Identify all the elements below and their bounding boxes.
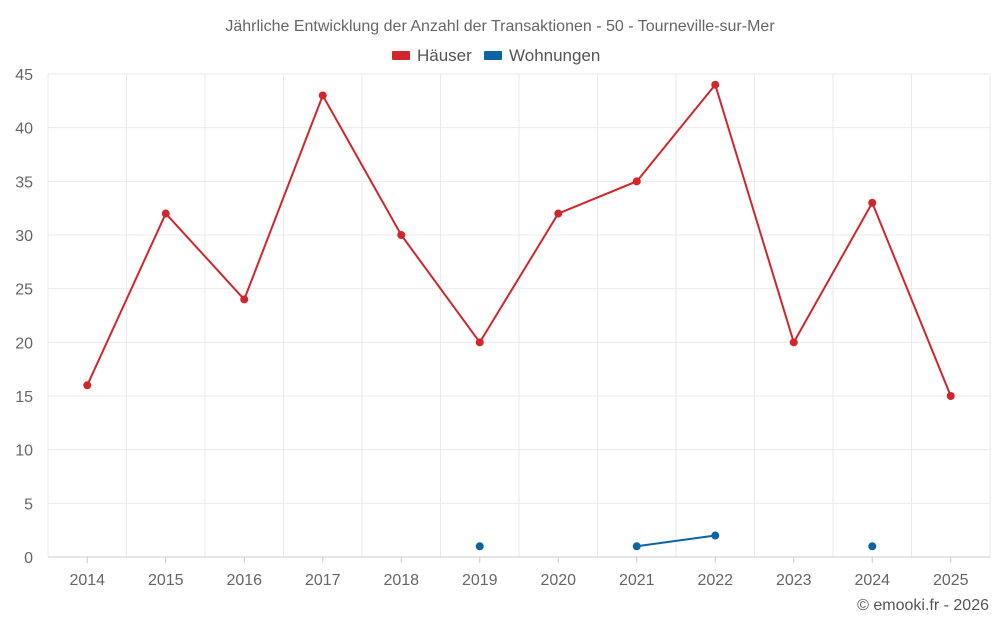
series-line-haeuser bbox=[86, 83, 952, 397]
x-tick-label: 2020 bbox=[540, 572, 576, 589]
x-tick-label: 2023 bbox=[776, 572, 812, 589]
legend-label-wohnungen: Wohnungen bbox=[509, 46, 600, 65]
data-point-haeuser[interactable] bbox=[161, 209, 170, 218]
data-point-haeuser[interactable] bbox=[632, 177, 641, 186]
x-tick-label: 2014 bbox=[69, 572, 105, 589]
legend-swatch-wohnungen bbox=[484, 51, 502, 60]
y-tick-label: 5 bbox=[24, 496, 33, 513]
data-point-haeuser[interactable] bbox=[318, 91, 327, 100]
legend: Häuser Wohnungen bbox=[392, 46, 600, 65]
data-point-haeuser[interactable] bbox=[946, 392, 955, 400]
x-tick-label: 2024 bbox=[854, 572, 890, 589]
chart-title: Jährliche Entwicklung der Anzahl der Tra… bbox=[225, 18, 775, 35]
data-point-wohnungen[interactable] bbox=[868, 542, 877, 551]
data-point-wohnungen[interactable] bbox=[475, 542, 484, 551]
x-tick-label: 2016 bbox=[226, 572, 262, 589]
x-tick-label: 2021 bbox=[619, 572, 655, 589]
legend-item-wohnungen[interactable]: Wohnungen bbox=[484, 46, 600, 65]
series bbox=[83, 80, 955, 551]
x-tick-label: 2019 bbox=[462, 572, 498, 589]
data-point-wohnungen[interactable] bbox=[711, 531, 720, 540]
y-tick-label: 10 bbox=[15, 443, 33, 460]
series-haeuser bbox=[83, 80, 955, 400]
x-tick-label: 2022 bbox=[697, 572, 733, 589]
y-tick-label: 15 bbox=[15, 389, 33, 406]
grid bbox=[47, 73, 991, 557]
y-tick-label: 35 bbox=[15, 174, 33, 191]
y-tick-label: 25 bbox=[15, 282, 33, 299]
data-point-haeuser[interactable] bbox=[475, 338, 484, 347]
y-tick-label: 0 bbox=[24, 550, 33, 567]
data-point-haeuser[interactable] bbox=[711, 80, 720, 89]
series-wohnungen bbox=[475, 531, 877, 551]
y-tick-label: 40 bbox=[15, 121, 33, 138]
data-point-haeuser[interactable] bbox=[554, 209, 563, 218]
legend-label-haeuser: Häuser bbox=[417, 46, 472, 65]
data-point-haeuser[interactable] bbox=[240, 295, 249, 304]
x-tick-label: 2025 bbox=[933, 572, 969, 589]
x-tick-label: 2015 bbox=[148, 572, 184, 589]
data-point-haeuser[interactable] bbox=[83, 381, 92, 390]
legend-item-haeuser[interactable]: Häuser bbox=[392, 46, 472, 65]
data-point-haeuser[interactable] bbox=[397, 231, 406, 239]
legend-swatch-haeuser bbox=[392, 51, 410, 60]
credit-text: © emooki.fr - 2026 bbox=[857, 597, 989, 614]
x-tick-label: 2018 bbox=[383, 572, 419, 589]
y-tick-label: 30 bbox=[15, 228, 33, 245]
series-line-wohnungen bbox=[636, 534, 716, 548]
data-point-haeuser[interactable] bbox=[868, 198, 877, 207]
data-point-wohnungen[interactable] bbox=[632, 542, 641, 551]
y-tick-label: 45 bbox=[15, 67, 33, 84]
x-tick-label: 2017 bbox=[305, 572, 341, 589]
data-point-haeuser[interactable] bbox=[789, 338, 798, 347]
y-tick-label: 20 bbox=[15, 335, 33, 352]
